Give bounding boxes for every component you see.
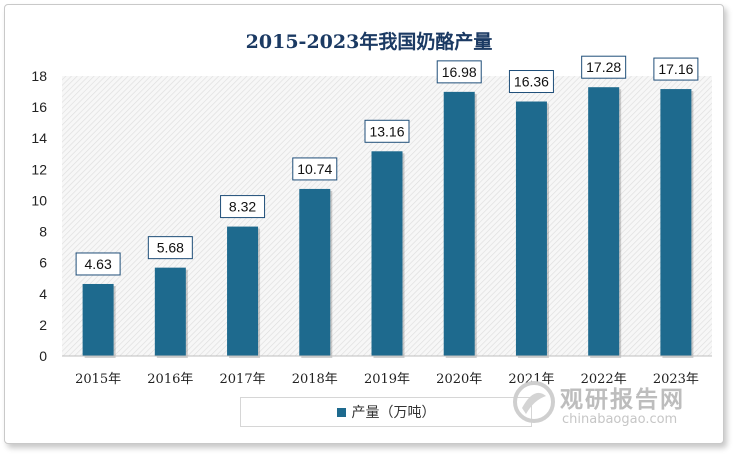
legend-label: 产量（万吨） (351, 405, 436, 421)
bar (588, 87, 620, 356)
chart-title: 2015-2023年我国奶酪产量 (245, 31, 493, 53)
y-tick-label: 18 (31, 68, 47, 84)
x-tick-label: 2023年 (653, 372, 699, 387)
data-label: 10.74 (297, 161, 332, 177)
data-label-box (147, 236, 193, 260)
y-tick-label: 6 (39, 255, 47, 271)
bar (154, 267, 186, 356)
watermark-text: 观研报告网 (560, 387, 685, 413)
data-label-box (75, 252, 121, 276)
legend: 产量（万吨） (240, 397, 532, 427)
y-tick-label: 12 (31, 161, 47, 177)
y-tick-label: 0 (39, 348, 47, 364)
watermark-url: chinabaogao.com (562, 412, 678, 427)
y-tick-label: 14 (31, 130, 47, 146)
data-label-box (581, 55, 627, 79)
watermark-logo-icon (513, 381, 555, 423)
data-label-box (220, 195, 266, 219)
x-tick-label: 2017年 (220, 372, 266, 387)
data-label: 16.36 (514, 74, 549, 90)
bar (443, 91, 475, 356)
data-label: 17.16 (658, 61, 693, 77)
y-tick-label: 8 (39, 224, 47, 240)
data-label-box (292, 157, 338, 181)
x-tick-label: 2022年 (581, 372, 627, 387)
y-tick-label: 2 (39, 317, 47, 333)
bar (299, 188, 331, 356)
data-label-box (508, 70, 554, 94)
bar (660, 89, 692, 357)
bar (227, 226, 259, 356)
legend-swatch (336, 407, 346, 417)
data-label-box (364, 119, 410, 143)
y-tick-label: 16 (31, 99, 47, 115)
data-label-box (436, 60, 482, 84)
bar (371, 151, 403, 356)
data-label: 8.32 (229, 199, 256, 215)
x-tick-label: 2015年 (75, 372, 121, 387)
data-label: 16.98 (442, 64, 477, 80)
data-label: 4.63 (84, 256, 111, 272)
x-tick-label: 2016年 (147, 372, 193, 387)
data-label-box (653, 57, 699, 81)
bar (515, 101, 547, 356)
data-label: 13.16 (369, 123, 404, 139)
watermark: 观研报告网 chinabaogao.com (512, 376, 722, 436)
data-label: 17.28 (586, 59, 621, 75)
x-tick-label: 2020年 (436, 372, 482, 387)
x-tick-label: 2018年 (292, 372, 338, 387)
y-tick-label: 10 (31, 192, 47, 208)
bar (82, 283, 114, 356)
x-tick-label: 2019年 (364, 372, 410, 387)
data-label: 5.68 (157, 240, 184, 256)
y-tick-label: 4 (39, 286, 47, 302)
